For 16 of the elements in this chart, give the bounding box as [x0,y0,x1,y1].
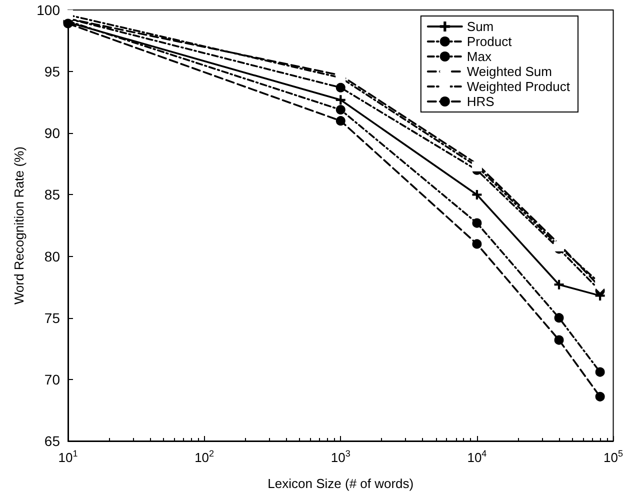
y-tick-label: 75 [44,310,60,326]
y-tick-label: 90 [44,125,60,142]
y-axis-title: Word Recognition Rate (%) [12,146,27,304]
y-tick-label: 80 [44,248,60,264]
y-tick-label: 95 [44,64,60,80]
y-tick-label: 65 [44,433,60,449]
legend-label: Sum [466,19,494,34]
y-tick-label: 85 [44,186,60,203]
x-axis-title: Lexicon Size (# of words) [268,476,414,491]
legend-label: Max [466,49,492,64]
legend-label: Product [466,34,512,49]
legend-label: Weighted Sum [466,64,552,79]
legend-label: Weighted Product [466,79,570,94]
y-tick-label: 100 [36,2,60,18]
legend-label: HRS [466,94,495,109]
y-tick-label: 70 [44,371,60,388]
